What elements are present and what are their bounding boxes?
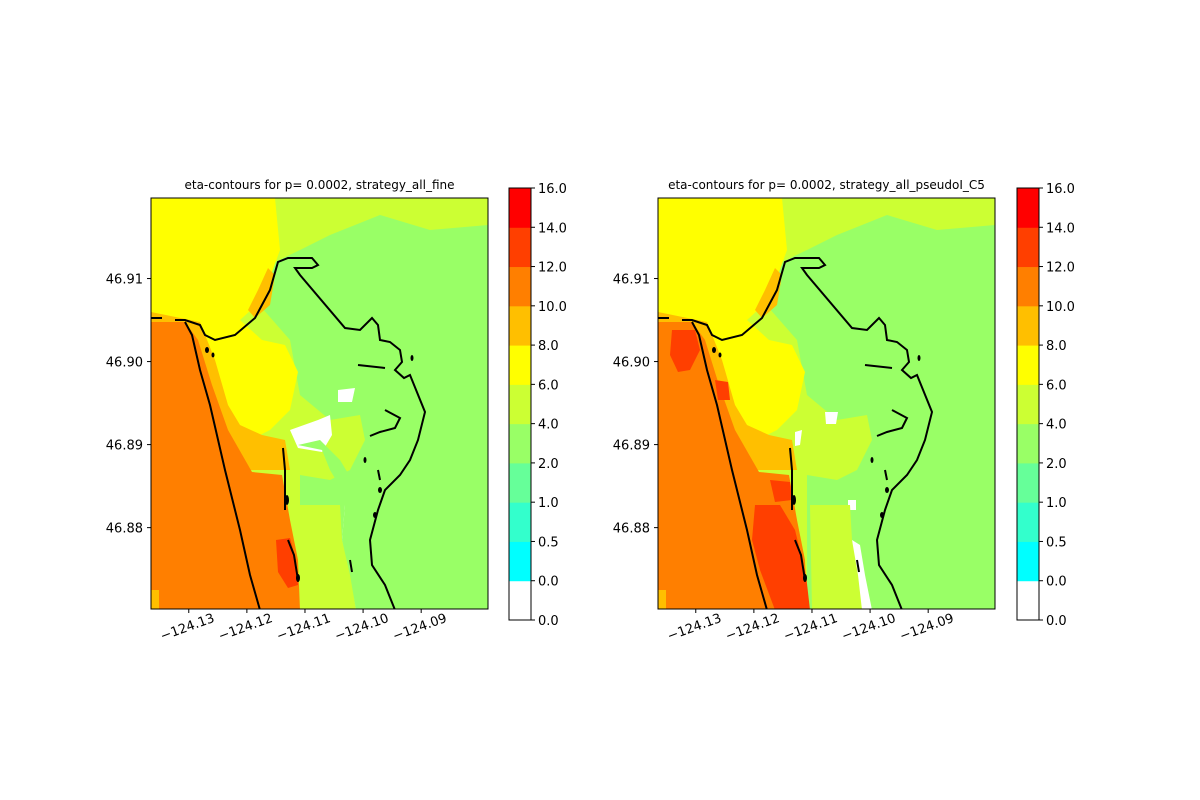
colorbar-tick-label: 2.0 — [1046, 457, 1067, 472]
x-tick-label: −124.13 — [159, 611, 217, 644]
colorbar-segment — [1017, 266, 1039, 307]
panel-1-coastline — [151, 257, 427, 609]
colorbar-segment — [1017, 462, 1039, 503]
colorbar-segment — [509, 423, 531, 464]
colorbar-segment — [1017, 502, 1039, 542]
colorbar-tick-label: 4.0 — [1046, 418, 1067, 433]
colorbar-segment — [1017, 541, 1039, 582]
x-tick-label: −124.10 — [333, 611, 391, 644]
x-tick-label: −124.13 — [666, 611, 724, 644]
colorbar-tick-label: 10.0 — [1046, 300, 1075, 315]
colorbar-tick-label: 16.0 — [538, 182, 567, 197]
y-tick-label: 46.90 — [106, 356, 143, 371]
colorbar-segment — [1017, 188, 1039, 228]
panel-2-region-14-16b — [752, 505, 810, 609]
y-tick-label: 46.91 — [613, 273, 650, 288]
colorbar-tick-label: 0.5 — [538, 535, 559, 550]
colorbar-frame — [1016, 187, 1040, 621]
colorbar-tick-label: 14.0 — [1046, 221, 1075, 236]
colorbar-segment — [509, 384, 531, 425]
colorbar-tick-label: 4.0 — [538, 418, 559, 433]
colorbar-tick-label: 12.0 — [1046, 261, 1075, 276]
x-tick-label: −124.11 — [782, 611, 840, 644]
colorbar-segment — [1017, 345, 1039, 385]
x-tick-label: −124.11 — [275, 611, 333, 644]
colorbar-tick-label: 1.0 — [538, 496, 559, 511]
panel-2: eta-contours for p= 0.0002, strategy_all… — [613, 178, 1075, 644]
y-tick-label: 46.90 — [613, 356, 650, 371]
colorbar-tick-label: 8.0 — [1046, 339, 1067, 354]
panel-2-map — [658, 198, 995, 609]
colorbar-frame — [508, 187, 532, 621]
y-tick-label: 46.88 — [106, 522, 143, 537]
colorbar-segment — [509, 541, 531, 582]
y-tick-label: 46.89 — [106, 439, 143, 454]
colorbar-tick-label: 1.0 — [1046, 496, 1067, 511]
panel-1: eta-contours for p= 0.0002, strategy_all… — [106, 178, 567, 644]
colorbar-tick-label: 0.0 — [538, 614, 559, 629]
x-tick-label: −124.10 — [840, 611, 898, 644]
colorbar-tick-label: 10.0 — [538, 300, 567, 315]
colorbar-segment — [509, 227, 531, 268]
panel-2-region-dry-1 — [852, 540, 872, 609]
panel-2-region-corner — [658, 590, 666, 609]
y-tick-label: 46.88 — [613, 522, 650, 537]
panel-2-region-14-16c — [770, 480, 792, 502]
x-tick-label: −124.12 — [724, 611, 782, 644]
colorbar-tick-label: 16.0 — [1046, 182, 1075, 197]
colorbar-tick-label: 12.0 — [538, 261, 567, 276]
panel-2-coastline — [658, 257, 934, 609]
panel-1-colorbar: 0.0 0.0 0.5 1.0 2.0 4.0 6.0 8.0 10.0 12.0 14.0 16.0 — [508, 182, 567, 629]
panel-1-region-corner — [151, 590, 159, 609]
colorbar-segment — [509, 462, 531, 503]
x-tick-label: −124.09 — [391, 611, 449, 644]
colorbar-segment — [509, 188, 531, 228]
colorbar-segment — [509, 305, 531, 346]
panel-2-region-14-16a — [670, 330, 700, 372]
colorbar-segment — [509, 266, 531, 307]
panel-2-dots — [712, 347, 921, 582]
panel-2-frame — [657, 197, 996, 610]
panel-2-region-14-16d — [715, 380, 730, 400]
colorbar-segment — [1017, 423, 1039, 464]
colorbar-segment — [1017, 227, 1039, 268]
colorbar-tick-label: 6.0 — [538, 378, 559, 393]
colorbar-tick-label: 0.0 — [538, 575, 559, 590]
colorbar-tick-label: 14.0 — [538, 221, 567, 236]
colorbar-segment — [509, 580, 531, 621]
x-tick-label: −124.12 — [217, 611, 275, 644]
colorbar-tick-label: 0.0 — [1046, 575, 1067, 590]
panel-1-frame — [150, 197, 489, 610]
panel-2-region-6-8-strip — [810, 505, 862, 609]
panel-1-region-12-14 — [151, 322, 300, 609]
colorbar-tick-label: 6.0 — [1046, 378, 1067, 393]
x-tick-label: −124.09 — [898, 611, 956, 644]
panel-1-map — [151, 198, 488, 609]
y-tick-label: 46.91 — [106, 273, 143, 288]
colorbar-segment — [1017, 580, 1039, 621]
colorbar-segment — [1017, 384, 1039, 425]
colorbar-segment — [509, 502, 531, 542]
panel-1-dots — [205, 347, 414, 582]
panel-1-region-4-6-tongue — [298, 440, 380, 609]
colorbar-tick-label: 0.5 — [1046, 535, 1067, 550]
panel-2-region-dry-3 — [825, 412, 838, 424]
panel-1-region-6-8-strip — [300, 505, 356, 609]
colorbar-tick-label: 0.0 — [1046, 614, 1067, 629]
panel-2-region-dry-2 — [795, 430, 802, 446]
panel-1-region-dry-3 — [338, 388, 355, 402]
colorbar-segment — [509, 345, 531, 385]
colorbar-tick-label: 8.0 — [538, 339, 559, 354]
panel-2-colorbar: 0.0 0.0 0.5 1.0 2.0 4.0 6.0 8.0 10.0 12.0 14.0 16.0 — [1016, 182, 1075, 629]
panel-2-region-10-12b — [755, 268, 782, 318]
colorbar-segment — [1017, 305, 1039, 346]
colorbar-tick-label: 2.0 — [538, 457, 559, 472]
panel-1-title: eta-contours for p= 0.0002, strategy_all… — [184, 178, 454, 192]
panel-1-region-10-12b — [248, 268, 275, 318]
panel-2-title: eta-contours for p= 0.0002, strategy_all… — [668, 178, 985, 192]
y-tick-label: 46.89 — [613, 439, 650, 454]
